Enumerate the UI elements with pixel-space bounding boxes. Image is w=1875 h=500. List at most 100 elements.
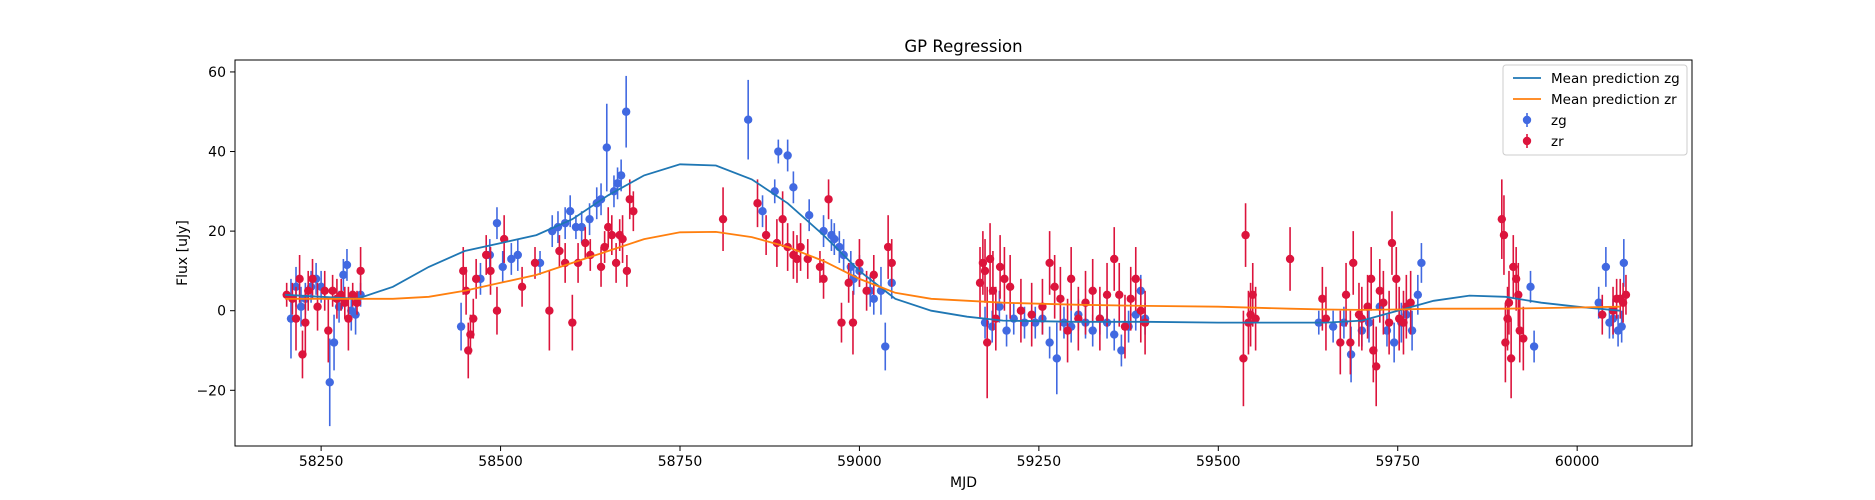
zr-point [1379,298,1388,307]
zr-point [629,207,638,216]
zr-point [313,302,322,311]
zr-point [1126,294,1135,303]
zg-point [1052,354,1062,363]
zr-point [1321,314,1331,323]
zg-point [571,222,581,232]
zr-point [980,266,990,276]
zr-point [1406,298,1415,307]
zg-point [585,214,594,224]
zg-point [351,310,360,319]
zr-point [471,274,481,284]
zr-point [337,290,346,299]
zr-point [1341,290,1351,299]
zr-point [545,306,554,315]
zr-point [1519,334,1528,343]
legend-label: Mean prediction zg [1551,71,1680,87]
zg-point [1407,326,1417,335]
plot-marks [282,75,1631,427]
zr-point [1005,282,1015,292]
zg-point [1045,338,1054,347]
line-mean-prediction-zr [285,230,1621,311]
zr-point [581,238,590,248]
zg-point [1389,338,1399,347]
zr-point [356,266,365,276]
zr-point [803,254,812,264]
zr-point [1074,314,1083,323]
zg-point [1529,342,1539,351]
zr-point [344,314,353,323]
zg-point [456,322,466,331]
zg-point [342,260,352,270]
y-axis-title: Flux [uJy] [175,220,191,286]
zg-point [789,183,798,192]
legend-marker-swatch [1522,115,1532,125]
zr-point [1375,286,1384,296]
zr-point [1363,302,1372,311]
zg-point [804,210,814,220]
zr-point [568,318,577,327]
zg-point [743,115,753,124]
zr-point [778,214,787,224]
zg-point [602,143,611,152]
zr-point [1066,274,1076,284]
zr-point [611,258,621,268]
legend-label: Mean prediction zr [1551,92,1677,108]
zg-point [1088,326,1097,335]
zr-point [1120,322,1130,331]
zr-point [848,318,858,327]
zg-point [1601,262,1611,272]
zr-point [1000,274,1009,284]
zr-point [555,246,564,256]
zr-point [301,318,310,327]
zr-point [320,286,329,296]
zg-point [1526,282,1535,292]
y-tick-label: 60 [208,65,226,81]
zg-point [329,338,339,347]
zr-point [469,314,478,323]
zg-point [577,222,586,232]
zr-point [982,338,992,347]
legend-label: zg [1551,113,1567,129]
zr-point [1239,354,1248,363]
zr-point [887,258,896,268]
zr-point [625,195,634,204]
zr-point [1346,338,1355,347]
zr-point [1088,286,1097,296]
zr-point [815,262,825,272]
zr-point [862,286,871,296]
zg-point [507,254,516,264]
zg-point [783,151,792,160]
zr-point [1251,314,1260,323]
zr-point [1349,258,1358,268]
zr-point [792,254,802,264]
zr-point [1515,326,1524,335]
zr-point [328,286,337,296]
zr-point [995,262,1005,272]
zr-point [352,298,362,307]
x-tick-label: 59250 [1017,454,1062,470]
zr-point [596,262,606,272]
zg-point [995,302,1004,311]
legend: Mean prediction zg Mean prediction zr zg zr [1502,64,1688,156]
zg-point [616,171,626,180]
zg-point [774,147,783,156]
zg-point [1328,322,1338,331]
zr-point [1115,290,1124,299]
zr-point [1514,290,1523,299]
zr-point [348,290,357,299]
zr-point [324,326,333,335]
zr-point [869,270,878,280]
zr-point [819,274,828,284]
zr-point [517,282,527,292]
zr-point [844,278,853,288]
x-tick-label: 59500 [1196,454,1241,470]
zr-point [291,314,301,323]
zr-point [753,199,762,208]
legend-marker-swatch [1522,136,1532,146]
zg-point [1002,326,1011,335]
zr-point [824,195,833,204]
zr-point [1110,254,1119,264]
zr-point [1499,230,1509,240]
x-tick-label: 58500 [478,454,523,470]
